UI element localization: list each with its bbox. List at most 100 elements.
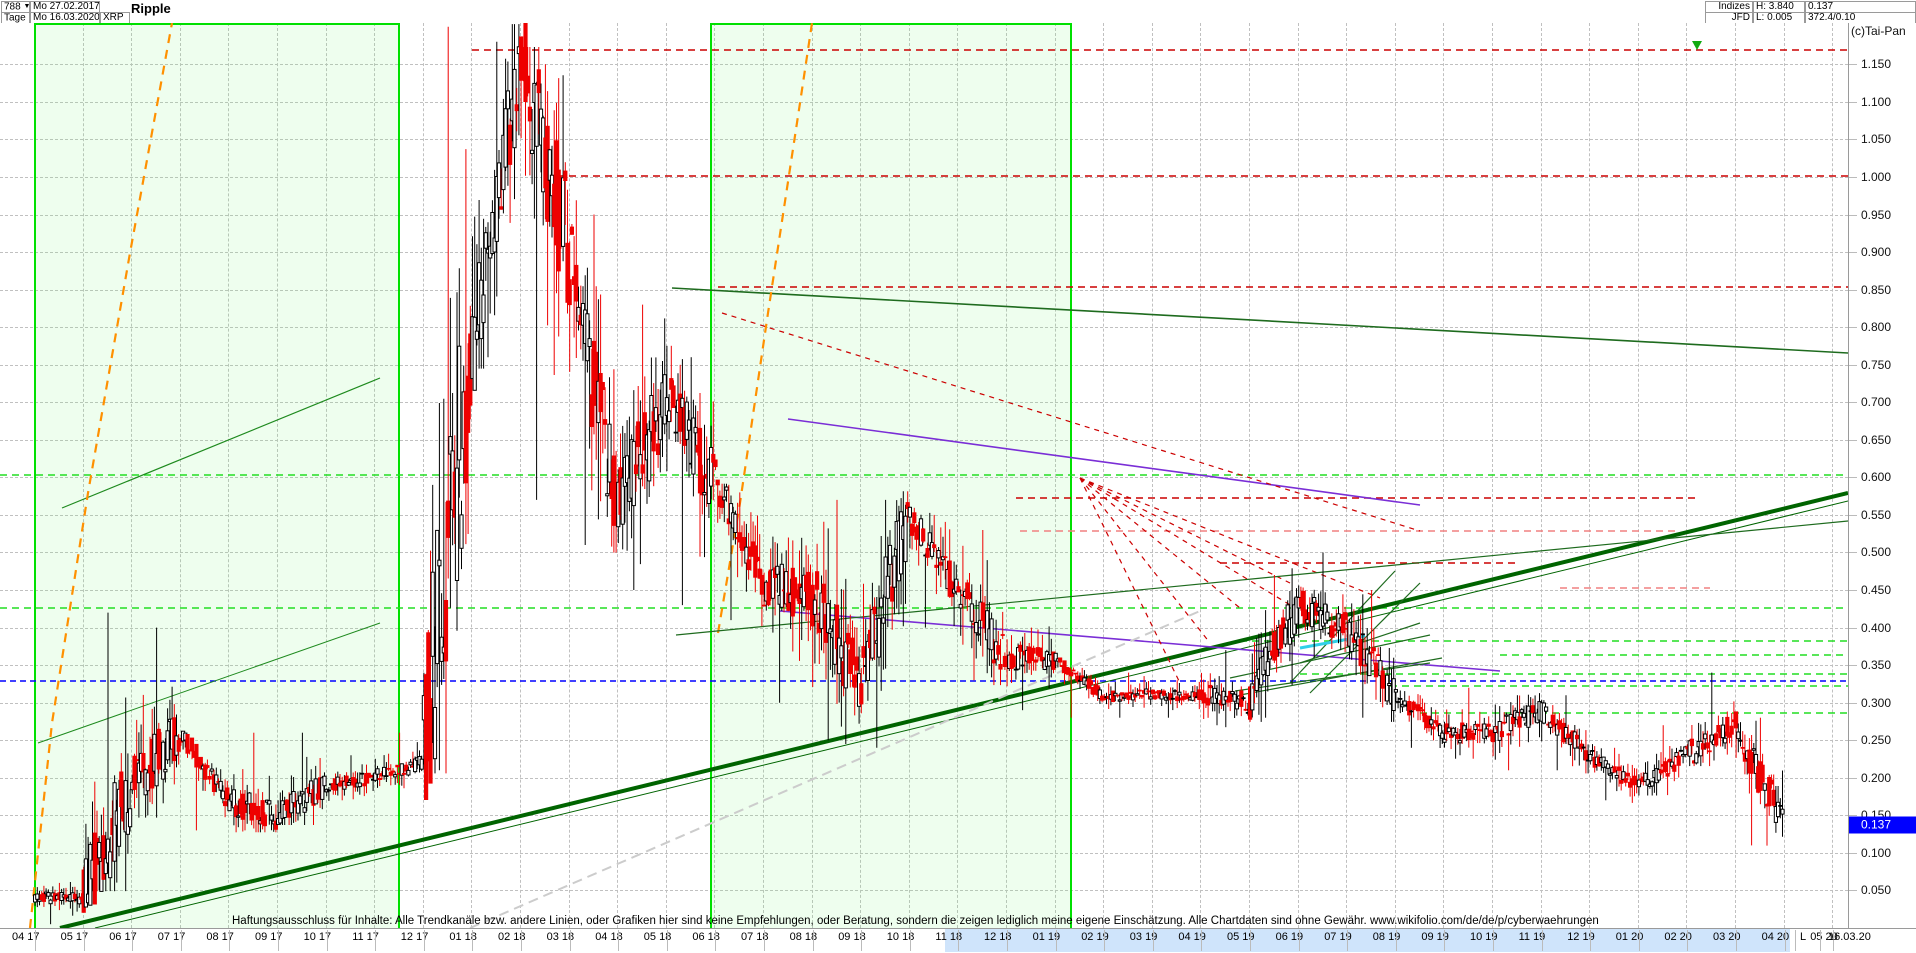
candle-body — [656, 443, 661, 455]
gridline-vertical — [131, 23, 133, 928]
candle-body — [921, 528, 926, 542]
candle-body — [1387, 683, 1392, 686]
candle-body — [925, 548, 930, 558]
candle-body — [1749, 752, 1754, 774]
time-axis-separator — [1395, 930, 1397, 951]
candle-body — [1623, 778, 1628, 783]
candle-body — [611, 455, 616, 526]
price-axis[interactable]: 1.150 1.100 1.050 1.000 0.950 0.900 0.850 0.800… — [1848, 23, 1916, 928]
candle-body — [207, 776, 212, 780]
time-axis-separator — [1784, 930, 1786, 951]
candle-body — [1716, 725, 1721, 733]
candle-body — [419, 758, 424, 770]
candle-body — [377, 778, 382, 780]
candle-body — [927, 532, 932, 546]
candle-body — [176, 740, 181, 752]
price-axis-tick — [1849, 702, 1857, 704]
candle-body — [669, 378, 674, 390]
candle-body — [282, 804, 287, 818]
candle-body — [1391, 678, 1396, 712]
candle-body — [302, 807, 307, 813]
candle-body — [1566, 733, 1571, 739]
time-axis-separator — [958, 930, 960, 951]
candle-body — [589, 394, 594, 427]
candle-body — [1305, 619, 1310, 624]
time-axis-label: 05 18 — [643, 931, 672, 943]
price-axis-tick — [1849, 777, 1857, 779]
candle-body — [46, 892, 51, 897]
candle-body — [1011, 655, 1016, 668]
level-lines — [0, 49, 1848, 714]
candle-body — [1241, 697, 1246, 700]
chevron-down-icon: ▼ — [28, 13, 29, 23]
time-axis-label: 04 20 — [1761, 931, 1790, 943]
candle-body — [947, 560, 952, 597]
candle-body — [1400, 704, 1405, 708]
candle-body — [1181, 696, 1186, 700]
candle-body — [943, 556, 948, 559]
candle-body — [587, 338, 592, 348]
candle-body — [1234, 702, 1240, 710]
gridline-vertical — [1832, 23, 1834, 928]
candle-body — [1040, 656, 1045, 662]
candle-body — [956, 586, 961, 593]
candle-body — [457, 345, 462, 461]
candle-body — [651, 411, 656, 452]
time-axis-separator — [1201, 930, 1203, 951]
time-axis-label: 10 18 — [886, 931, 915, 943]
time-axis-separator — [618, 930, 620, 951]
time-axis-selection[interactable] — [945, 929, 1790, 952]
candle-body — [653, 407, 658, 422]
candle-body — [494, 176, 499, 242]
price-axis-tick — [1849, 815, 1857, 817]
candle-body — [1362, 664, 1368, 667]
gridline-vertical — [1783, 23, 1785, 928]
candle-body — [163, 768, 168, 773]
candle-body — [647, 429, 652, 482]
candle-body — [636, 421, 641, 448]
candle-body — [530, 149, 535, 155]
candle-body — [996, 645, 1001, 655]
candle-body — [1111, 690, 1116, 702]
bars-count-label: 788 — [4, 1, 21, 13]
candle-body — [680, 397, 685, 408]
candle-body — [231, 789, 237, 809]
price-axis-label: 0.300 — [1861, 695, 1892, 710]
candle-body — [693, 426, 698, 434]
candle-body — [1088, 680, 1094, 685]
candle-body — [203, 764, 208, 780]
candle-body — [384, 775, 389, 778]
candle-body — [145, 772, 150, 792]
candle-body — [775, 565, 780, 575]
candle-body — [360, 772, 365, 775]
price-axis-tick — [1849, 176, 1857, 178]
gridline-horizontal — [0, 327, 1848, 329]
time-axis-label: 06 18 — [692, 931, 720, 943]
candle-body — [711, 453, 716, 463]
candle-body — [1438, 724, 1443, 737]
time-axis-separator — [1152, 930, 1154, 951]
candle-body — [1674, 752, 1679, 757]
candle-body — [658, 414, 663, 441]
candle-body — [1208, 684, 1213, 689]
candle-body — [284, 799, 289, 811]
source-label: Indizes — [1718, 1, 1750, 12]
candle-body — [534, 84, 539, 147]
candle-body — [1250, 683, 1255, 711]
candle-body — [1146, 690, 1151, 693]
time-axis[interactable]: 04 17 05 17 06 17 07 17 08 17 09 17 10 17 11 17… — [0, 928, 1916, 953]
gridline-vertical — [1735, 23, 1736, 928]
candle-body — [1475, 723, 1480, 727]
candle-body — [242, 802, 248, 813]
candle-body — [273, 820, 278, 830]
price-axis-tick — [1849, 590, 1857, 592]
candle-body — [1303, 609, 1308, 624]
price-chart-canvas[interactable] — [0, 23, 1848, 928]
high-label: H: 3.840 — [1756, 1, 1794, 12]
candle-body — [41, 892, 46, 902]
candle-body — [357, 782, 362, 788]
candle-body — [958, 603, 963, 609]
candle-body — [1734, 711, 1739, 729]
candle-body — [1075, 675, 1080, 682]
